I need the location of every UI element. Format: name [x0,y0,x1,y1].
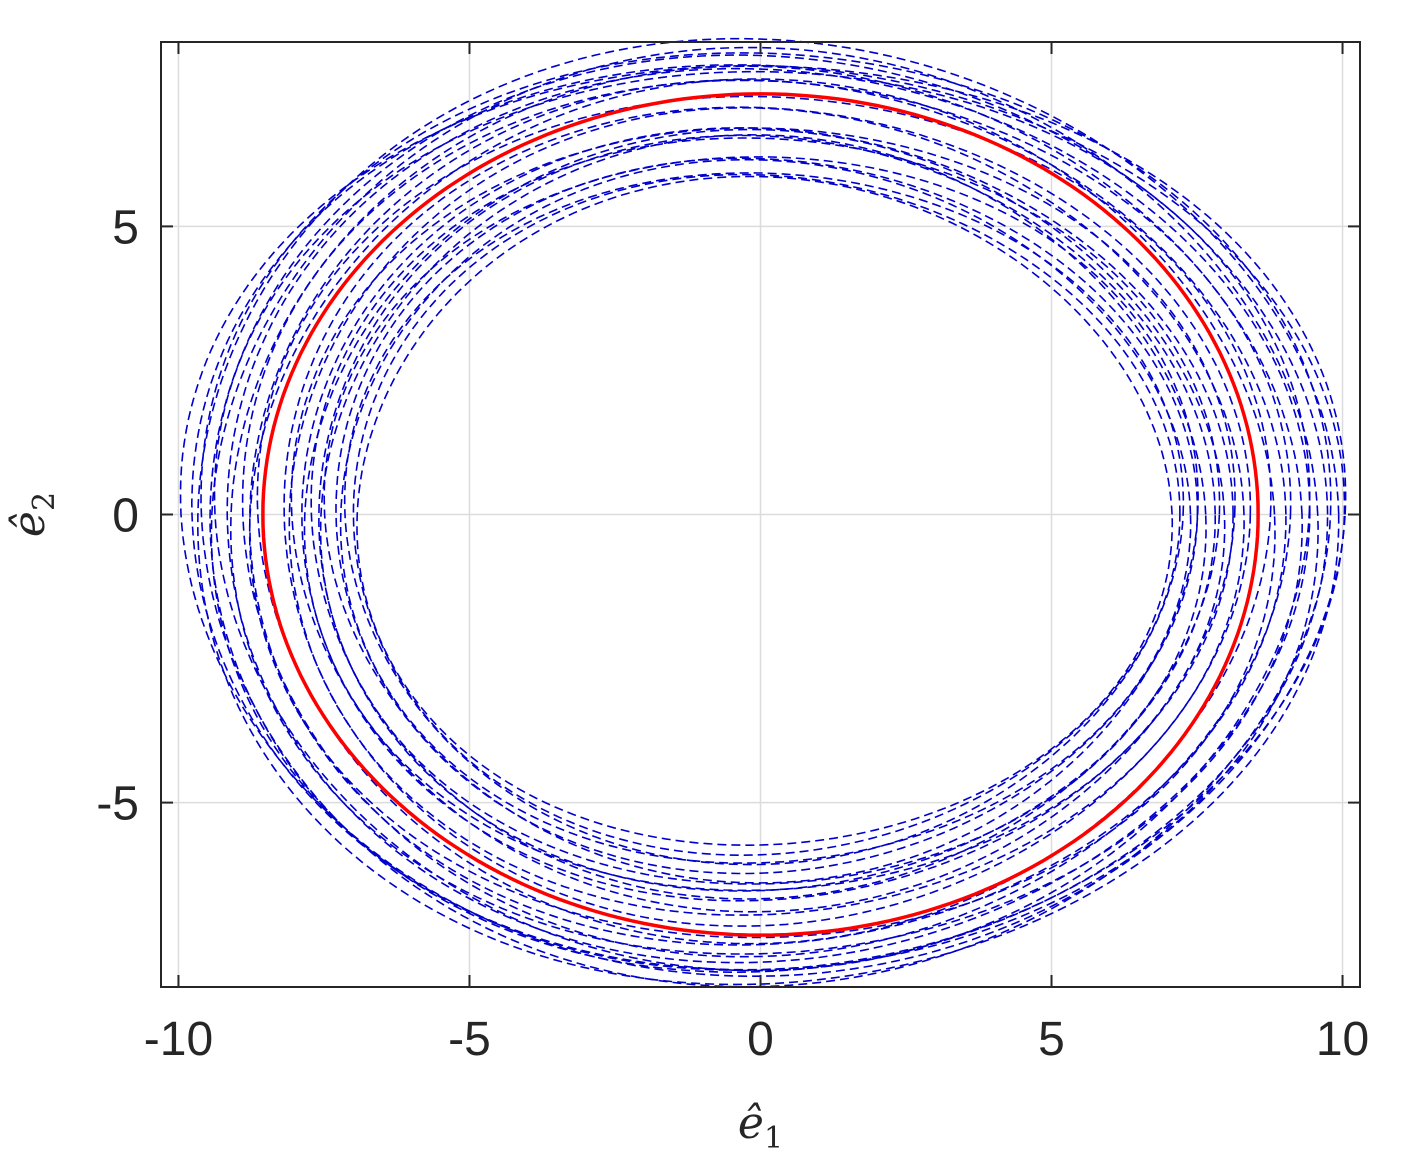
x-axis-label: ê1 [738,1098,783,1156]
solid-limit-cycle [261,92,1260,937]
y-axis-label-base: ê [4,511,55,537]
x-tick-label: -10 [144,1013,213,1066]
dashed-trajectory [335,157,1199,875]
y-tick-label: -5 [96,778,139,831]
dashed-trajectory [290,127,1236,913]
axis-ticks [161,42,1360,987]
dashed-trajectory [352,173,1181,857]
x-tick-labels: -10 -5 0 5 10 [144,1013,1369,1066]
dashed-trajectory [323,156,1199,884]
dashed-trajectory [356,175,1174,847]
dashed-trajectory [210,46,1319,971]
grid [161,42,1360,987]
y-tick-label: 0 [112,490,139,543]
x-axis-label-base: ê [738,1098,764,1149]
x-tick-label: 5 [1038,1013,1065,1066]
dashed-trajectory [319,133,1207,885]
dashed-trajectory [249,79,1287,946]
dashed-trajectory [230,65,1304,955]
dashed-trajectory [310,137,1221,900]
dashed-trajectory [241,79,1292,958]
plot-frame [160,41,1361,988]
dashed-trajectory [339,158,1192,864]
x-tick-label: 10 [1316,1013,1369,1066]
y-axis-label: ê2 [4,492,62,537]
x-axis-label-sub: 1 [764,1121,783,1156]
dashed-trajectory [200,52,1332,988]
dashed-trajectory [248,78,1276,939]
dashed-trajectory [196,37,1340,986]
x-tick-label: 0 [747,1013,774,1066]
trajectory-curves [179,37,1347,988]
dashed-trajectory [190,64,1346,971]
dashed-trajectory [283,106,1252,927]
y-axis-label-sub: 2 [27,492,62,511]
y-tick-label: 5 [112,201,139,254]
dashed-trajectory [256,95,1272,945]
dashed-trajectory [179,65,1347,977]
dashed-trajectory [209,54,1329,974]
x-tick-label: -5 [448,1013,491,1066]
y-tick-labels: -5 0 5 [96,201,139,830]
dashed-trajectory [213,70,1311,972]
dashed-trajectory [343,172,1185,866]
dashed-trajectory [226,67,1311,964]
dashed-trajectory [303,128,1226,892]
